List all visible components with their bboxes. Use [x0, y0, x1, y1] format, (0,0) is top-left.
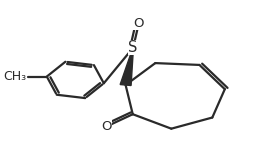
Text: O: O [102, 120, 112, 133]
Text: O: O [133, 17, 144, 30]
Text: CH₃: CH₃ [3, 70, 26, 83]
Text: S: S [128, 40, 138, 55]
Polygon shape [120, 48, 133, 85]
